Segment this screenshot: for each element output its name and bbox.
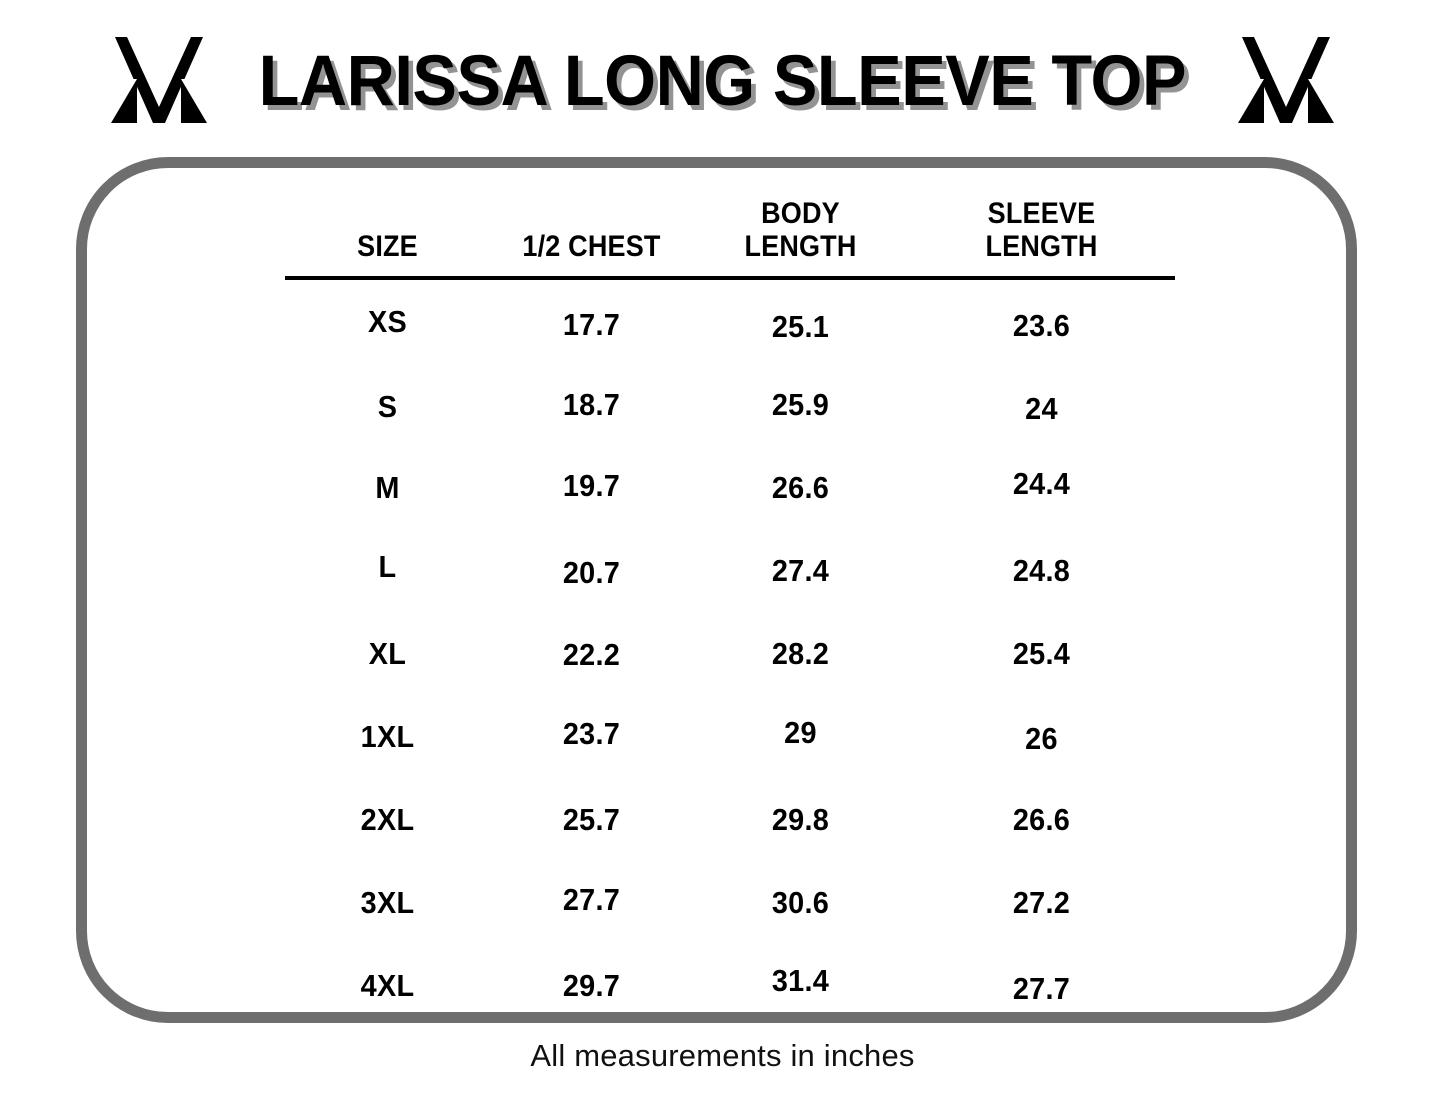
cell-size: 2XL xyxy=(360,801,415,837)
cell-size: 3XL xyxy=(360,884,415,920)
cell-half-chest: 22.2 xyxy=(562,636,621,672)
cell-size: 1XL xyxy=(360,718,415,754)
cell-half-chest: 29.7 xyxy=(562,967,621,1003)
cell-size: XS xyxy=(367,303,408,339)
cell-sleeve-length: 25.4 xyxy=(1012,635,1071,671)
cell-half-chest: 23.7 xyxy=(562,715,621,751)
page-title: LARISSA LONG SLEEVE TOP xyxy=(258,41,1187,121)
cell-sleeve-length: 23.6 xyxy=(1012,307,1071,343)
column-header-half-chest: 1/2 CHEST xyxy=(522,230,661,264)
table-body: XS 17.7 25.1 23.6 S 18.7 25.9 24 M 19.7 … xyxy=(285,280,1175,1027)
cell-half-chest: 17.7 xyxy=(562,306,621,342)
table-row: 2XL 25.7 29.8 26.6 xyxy=(285,778,1175,861)
header-divider-rule xyxy=(285,276,1175,280)
size-chart-table: SIZE 1/2 CHEST BODY LENGTH SLEEVE LENGTH… xyxy=(285,186,1175,1027)
cell-size: M xyxy=(375,469,400,505)
table-row: 4XL 29.7 31.4 27.7 xyxy=(285,944,1175,1027)
cell-body-length: 26.6 xyxy=(771,469,830,505)
cell-size: 4XL xyxy=(360,967,415,1003)
cell-sleeve-length: 24.4 xyxy=(1012,465,1071,501)
table-row: 1XL 23.7 29 26 xyxy=(285,695,1175,778)
cell-body-length: 27.4 xyxy=(771,552,830,588)
cell-body-length: 25.9 xyxy=(771,386,830,422)
cell-body-length: 25.1 xyxy=(771,308,830,344)
cell-body-length: 29 xyxy=(784,714,817,750)
cell-body-length: 29.8 xyxy=(771,801,830,837)
cell-half-chest: 20.7 xyxy=(562,554,621,590)
column-header-body-length: BODY LENGTH xyxy=(744,196,857,264)
measurement-units-note: All measurements in inches xyxy=(530,1038,915,1073)
cell-size: XL xyxy=(368,635,407,671)
table-row: 3XL 27.7 30.6 27.2 xyxy=(285,861,1175,944)
cell-body-length: 30.6 xyxy=(771,884,830,920)
chart-frame-border xyxy=(76,157,1357,1023)
cell-half-chest: 25.7 xyxy=(562,801,621,837)
table-header-row: SIZE 1/2 CHEST BODY LENGTH SLEEVE LENGTH xyxy=(285,186,1175,264)
m-logo-icon-right xyxy=(1234,33,1338,129)
cell-sleeve-length: 27.2 xyxy=(1012,884,1071,920)
table-row: L 20.7 27.4 24.8 xyxy=(285,529,1175,612)
cell-half-chest: 18.7 xyxy=(562,386,621,422)
cell-sleeve-length: 26.6 xyxy=(1012,801,1071,837)
cell-half-chest: 27.7 xyxy=(562,881,621,917)
cell-sleeve-length: 27.7 xyxy=(1012,970,1071,1006)
cell-sleeve-length: 26 xyxy=(1025,720,1058,756)
header-title-bar: LARISSA LONG SLEEVE TOP xyxy=(0,26,1445,136)
cell-body-length: 28.2 xyxy=(771,635,830,671)
cell-size: S xyxy=(377,388,398,424)
column-header-size: SIZE xyxy=(357,230,418,264)
cell-half-chest: 19.7 xyxy=(562,467,621,503)
table-row: S 18.7 25.9 24 xyxy=(285,363,1175,446)
cell-body-length: 31.4 xyxy=(771,962,830,998)
cell-sleeve-length: 24.8 xyxy=(1012,552,1071,588)
table-row: XL 22.2 28.2 25.4 xyxy=(285,612,1175,695)
table-row: M 19.7 26.6 24.4 xyxy=(285,446,1175,529)
cell-sleeve-length: 24 xyxy=(1025,390,1058,426)
cell-size: L xyxy=(378,548,397,584)
column-header-sleeve-length: SLEEVE LENGTH xyxy=(985,196,1098,264)
table-row: XS 17.7 25.1 23.6 xyxy=(285,280,1175,363)
m-logo-icon-left xyxy=(107,33,211,129)
